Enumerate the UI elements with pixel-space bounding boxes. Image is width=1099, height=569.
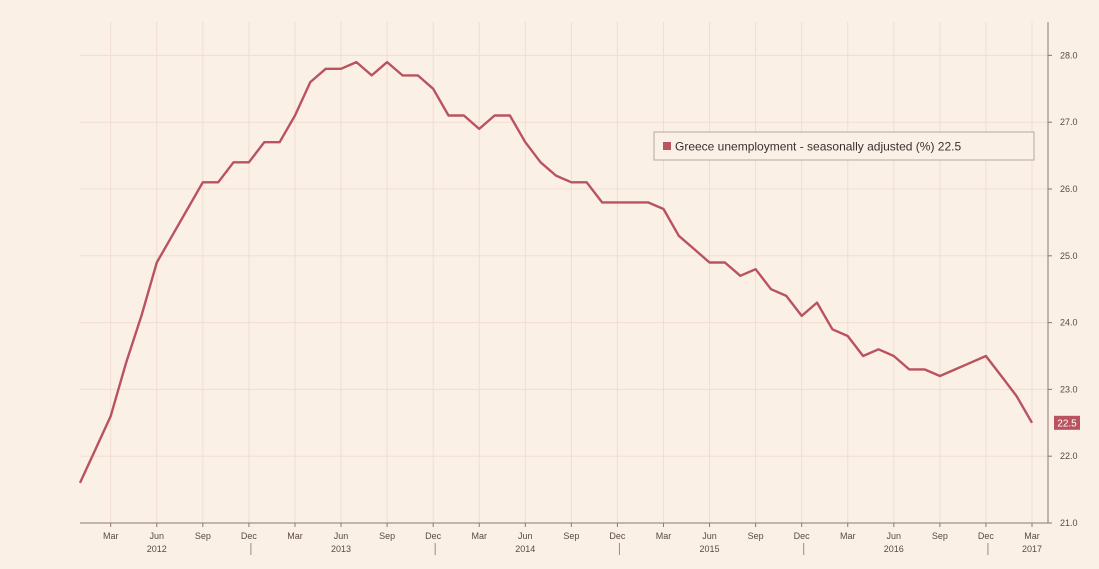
x-tick-label: Sep <box>379 531 395 541</box>
y-tick-label: 23.0 <box>1060 384 1078 394</box>
x-tick-label: Jun <box>334 531 349 541</box>
x-tick-label: Mar <box>1024 531 1040 541</box>
axes: 21.0 22.0 23.0 24.0 25.0 26.0 27.0 28.0 Mar Jun Se… <box>80 22 1078 555</box>
legend-box <box>653 131 1035 161</box>
legend: Greece unemployment - seasonally adjuste… <box>653 131 1035 161</box>
year-label: 2012 <box>147 544 167 554</box>
year-label: 2013 <box>331 544 351 554</box>
x-tick-label: Jun <box>702 531 717 541</box>
y-tick-label: 22.0 <box>1060 451 1078 461</box>
x-tick-label: Jun <box>518 531 533 541</box>
x-tick-label: Mar <box>471 531 487 541</box>
year-label: 2017 <box>1022 544 1042 554</box>
x-tick-label: Dec <box>609 531 626 541</box>
x-tick-label: Jun <box>150 531 165 541</box>
y-tick-label: 28.0 <box>1060 50 1078 60</box>
x-tick-label: Dec <box>425 531 442 541</box>
year-label: 2014 <box>515 544 535 554</box>
x-tick-label: Dec <box>241 531 258 541</box>
legend-label: Greece unemployment - seasonally adjuste… <box>675 140 961 154</box>
x-tick-label: Sep <box>195 531 211 541</box>
last-value-label: 22.5 <box>1057 418 1077 429</box>
x-tick-label: Sep <box>563 531 579 541</box>
grid <box>80 22 1048 524</box>
x-tick-label: Mar <box>103 531 119 541</box>
x-tick-label: Mar <box>656 531 672 541</box>
y-tick-label: 24.0 <box>1060 318 1078 328</box>
y-tick-label: 27.0 <box>1060 117 1078 127</box>
x-tick-label: Mar <box>287 531 303 541</box>
y-tick-label: 21.0 <box>1060 518 1078 528</box>
last-value-badge <box>1054 415 1080 430</box>
x-tick-label: Sep <box>932 531 948 541</box>
x-tick-label: Mar <box>840 531 856 541</box>
y-tick-label: 26.0 <box>1060 184 1078 194</box>
legend-swatch <box>663 142 671 150</box>
series-layer: 22.5 <box>78 60 1080 484</box>
x-tick-label: Dec <box>794 531 811 541</box>
year-label: 2015 <box>700 544 720 554</box>
x-tick-label: Jun <box>887 531 902 541</box>
year-label: 2016 <box>884 544 904 554</box>
y-tick-label: 25.0 <box>1060 251 1078 261</box>
x-tick-label: Sep <box>748 531 764 541</box>
series-line <box>78 60 1034 484</box>
x-tick-label: Dec <box>978 531 995 541</box>
